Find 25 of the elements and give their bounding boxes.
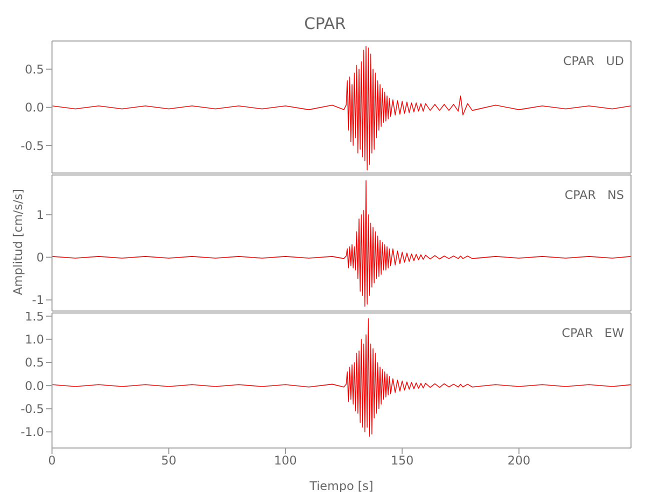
y-tick-label: 0.5	[24, 356, 44, 370]
y-tick-label: 0.0	[24, 100, 44, 115]
y-tick-label: -1.0	[20, 425, 44, 440]
annotation: CPAR EW	[562, 326, 624, 340]
y-tick-label: 1.0	[24, 332, 44, 347]
y-tick-label: 0.0	[24, 378, 44, 393]
x-tick-label: 0	[48, 454, 56, 468]
y-tick-label: 0	[36, 250, 44, 265]
y-tick-label: 1	[36, 208, 44, 222]
line-series	[52, 318, 631, 437]
y-tick-label: -0.5	[20, 402, 44, 416]
annotation: CPAR UD	[563, 54, 624, 68]
line-series	[52, 46, 631, 170]
chart-title: CPAR	[303, 13, 347, 35]
x-tick-label: 50	[161, 454, 176, 468]
line-series	[52, 180, 631, 307]
x-tick-label: 200	[507, 454, 530, 468]
y-tick-label: 0.5	[24, 62, 44, 76]
y-tick-label: 1.5	[24, 309, 44, 324]
x-tick-label: 100	[274, 454, 297, 468]
annotation: CPAR NS	[564, 188, 624, 202]
x-tick-label: 150	[390, 454, 414, 468]
y-tick-label: -1	[32, 293, 44, 308]
y-tick-label: -0.5	[20, 138, 44, 153]
y-axis-title: Amplitud [cm/s/s]	[11, 188, 25, 298]
